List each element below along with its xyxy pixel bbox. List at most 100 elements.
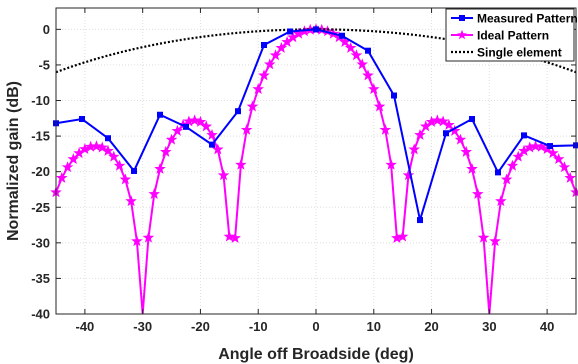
data-point (443, 118, 455, 130)
data-point (206, 128, 218, 140)
data-point (102, 144, 114, 156)
data-point (67, 153, 80, 165)
data-point (131, 167, 137, 174)
data-point (313, 26, 319, 33)
y-tick-label: -10 (31, 93, 50, 108)
data-point (414, 128, 426, 140)
data-point (183, 123, 189, 130)
data-point (200, 120, 212, 132)
data-point (472, 188, 484, 199)
data-point (500, 173, 513, 185)
y-tick-label: -20 (31, 164, 50, 179)
legend-item: Single element (451, 45, 562, 59)
data-point (495, 195, 507, 207)
data-point (448, 124, 461, 136)
x-tick-label: -40 (75, 319, 94, 334)
data-point (356, 58, 368, 70)
data-point (344, 41, 357, 53)
legend-label: Single element (477, 45, 562, 59)
data-point (385, 158, 397, 170)
legend-item: Measured Pattern (451, 11, 578, 25)
data-point (157, 111, 163, 118)
data-point (258, 69, 270, 81)
y-tick-label: -30 (31, 235, 50, 250)
data-point (252, 83, 264, 95)
data-point (209, 141, 215, 148)
data-point (454, 133, 467, 145)
data-point (437, 115, 449, 127)
data-point (287, 28, 293, 35)
data-point (261, 42, 267, 49)
data-point (235, 158, 247, 170)
data-point (269, 49, 282, 61)
data-point (460, 145, 472, 157)
data-point (264, 58, 276, 70)
x-tick-label: 0 (312, 319, 319, 334)
data-point (391, 92, 397, 99)
data-point (217, 169, 230, 181)
data-point (368, 83, 380, 95)
x-tick-label: 10 (367, 319, 381, 334)
data-point (119, 173, 132, 185)
x-tick-label: 20 (424, 319, 438, 334)
data-point (365, 47, 371, 54)
data-point (521, 132, 527, 139)
legend-label: Ideal Pattern (477, 28, 549, 42)
data-point (495, 169, 501, 176)
y-tick-label: 0 (43, 22, 50, 37)
x-tick-label: -10 (249, 319, 268, 334)
x-axis-title: Angle off Broadside (deg) (218, 346, 414, 363)
data-point (131, 235, 143, 247)
data-point (61, 161, 74, 173)
y-axis-title: Normalized gain (dB) (5, 81, 22, 241)
data-point (79, 116, 85, 123)
series-layer (50, 23, 578, 315)
data-point (229, 232, 241, 243)
data-point (362, 69, 374, 81)
data-point (154, 162, 166, 174)
y-tick-label: -35 (31, 271, 50, 286)
data-point (105, 135, 111, 142)
y-tick-label: -5 (38, 57, 50, 72)
data-point (506, 159, 519, 171)
data-point (160, 145, 172, 157)
data-point (275, 41, 288, 53)
data-point (113, 159, 126, 171)
data-point (477, 231, 490, 243)
data-point (535, 140, 548, 152)
data-point (125, 195, 137, 207)
data-point (529, 140, 542, 152)
legend-marker (457, 29, 467, 40)
data-point (443, 130, 449, 137)
legend-marker (459, 15, 465, 21)
data-point (194, 115, 207, 127)
data-point (240, 123, 253, 135)
data-point (396, 230, 409, 242)
data-point (547, 147, 559, 159)
data-point (350, 49, 363, 61)
data-point (512, 150, 524, 162)
y-tick-label: -15 (31, 129, 50, 144)
x-tick-label: 30 (482, 319, 496, 334)
data-point (188, 114, 201, 126)
data-point (417, 217, 423, 224)
y-tick-label: -25 (31, 200, 50, 215)
data-point (547, 143, 553, 150)
data-point (431, 114, 444, 126)
data-point (552, 153, 565, 165)
data-point (558, 161, 571, 173)
legend-label: Measured Pattern (477, 11, 578, 25)
x-tick-label: -20 (191, 319, 210, 334)
data-point (171, 124, 184, 136)
series-measured-pattern (53, 26, 578, 224)
data-point (90, 140, 103, 152)
x-tick-label: 40 (540, 319, 554, 334)
data-point (466, 162, 478, 174)
data-point (56, 171, 68, 183)
data-point (489, 235, 501, 247)
data-point (235, 108, 241, 115)
data-point (373, 100, 386, 112)
data-point (142, 231, 155, 243)
legend-item: Ideal Pattern (451, 28, 549, 42)
